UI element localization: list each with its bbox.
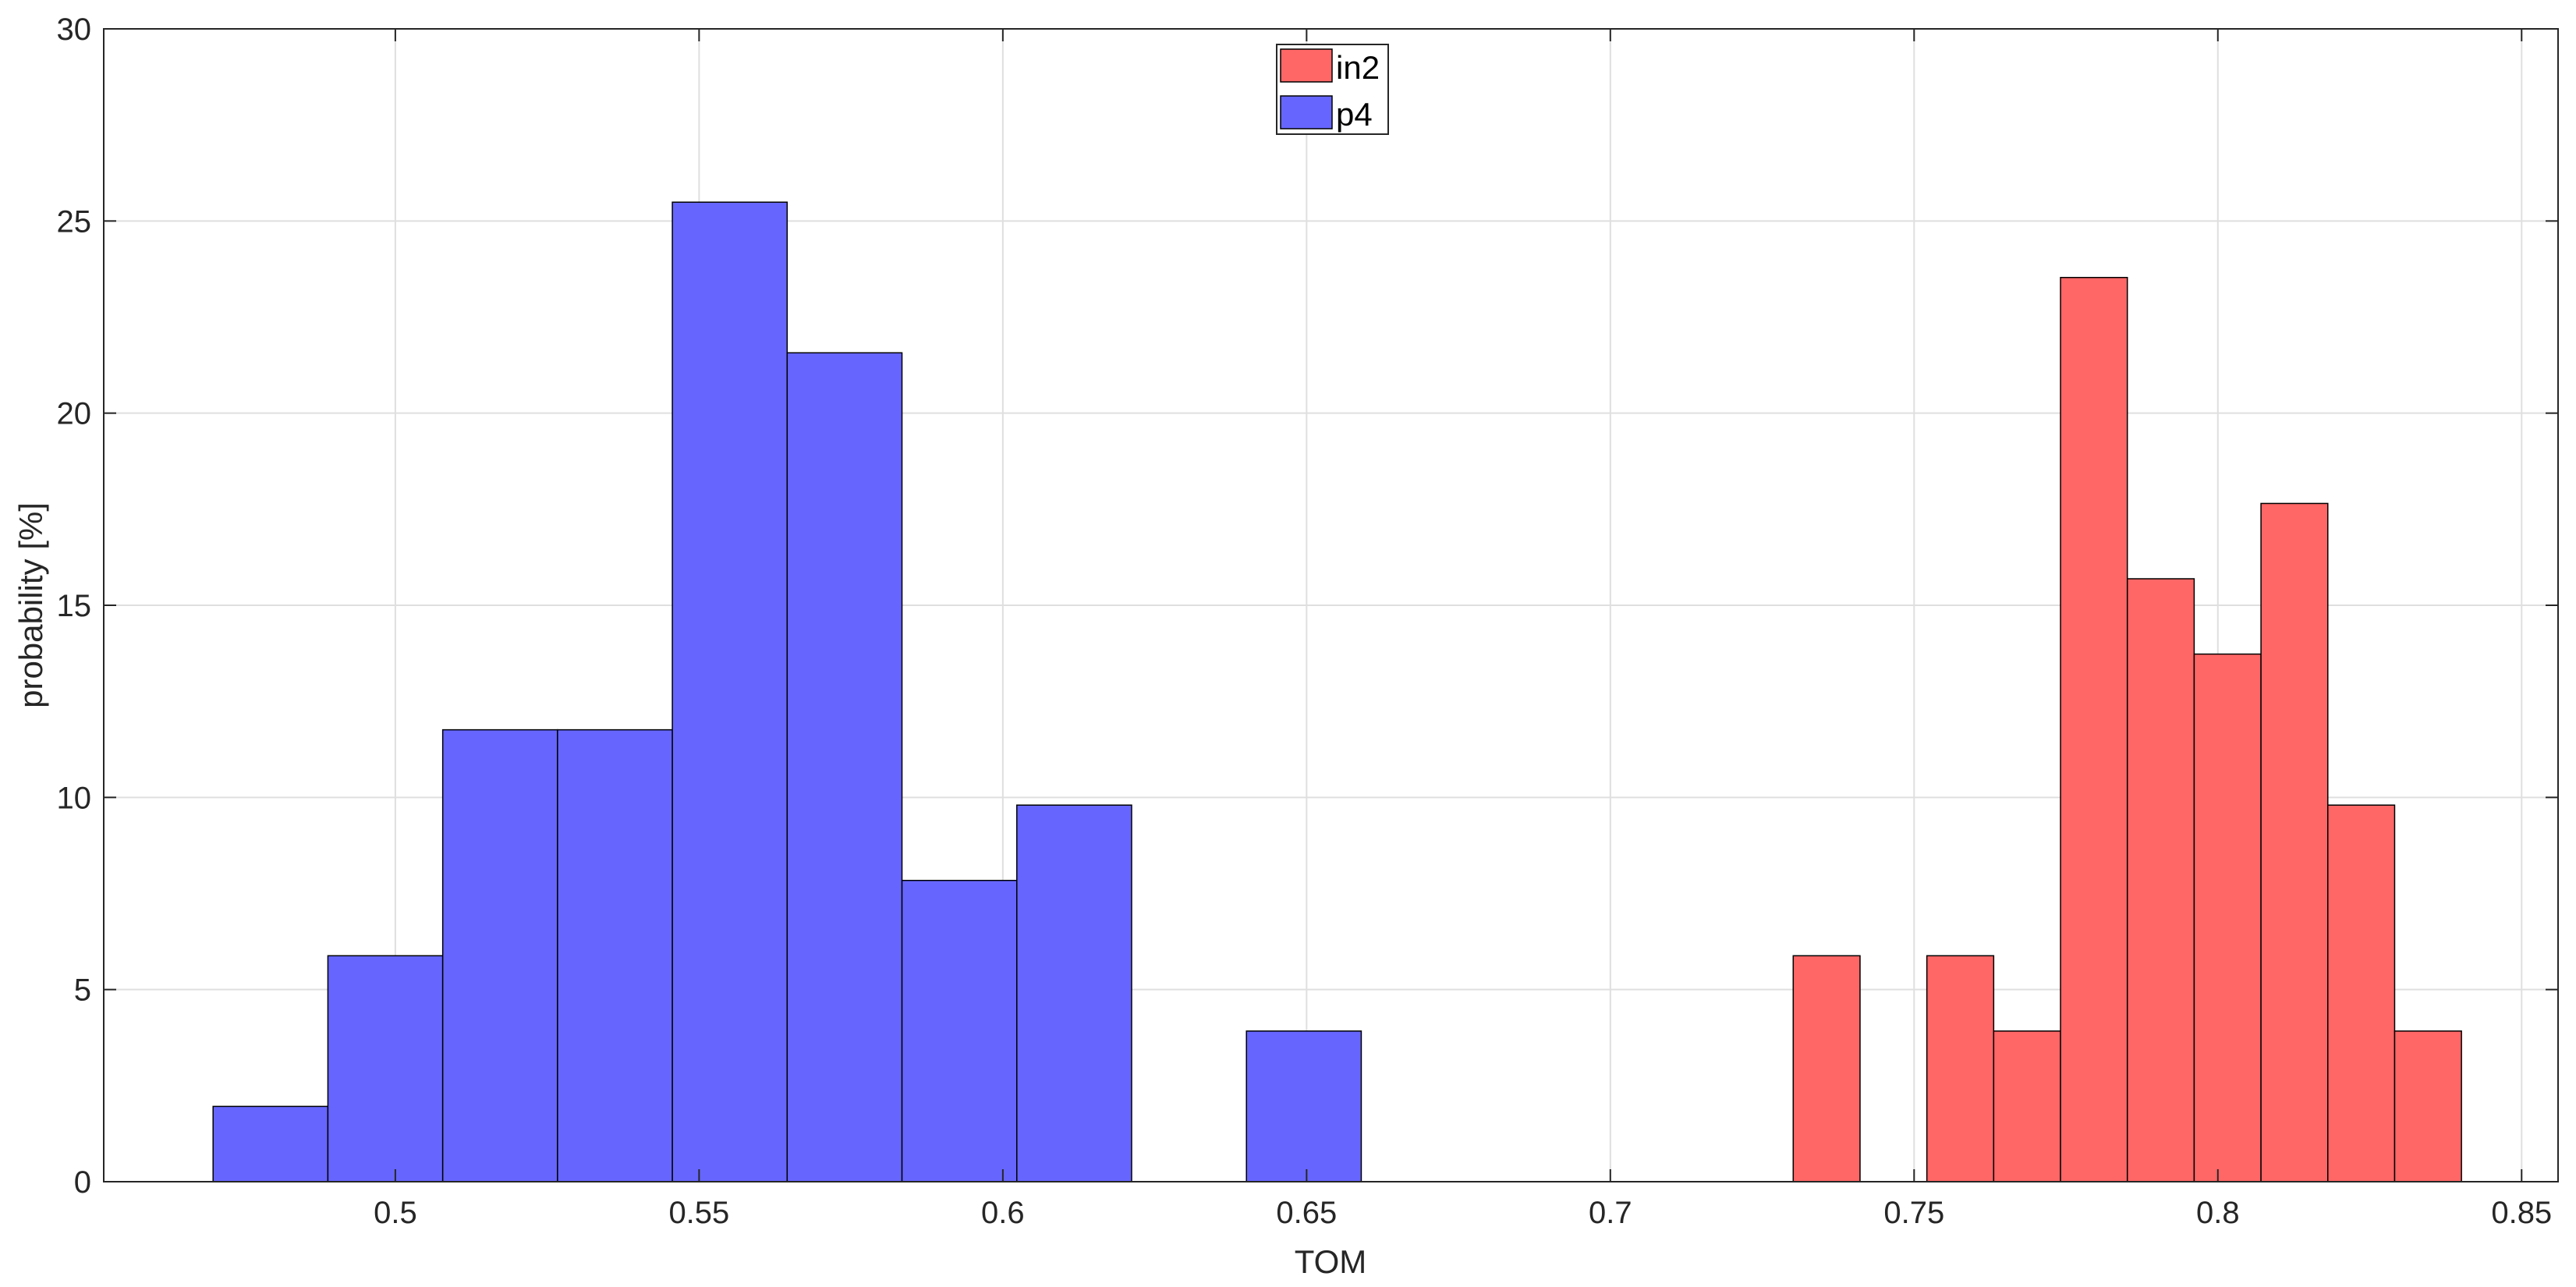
x-axis-title: TOM [1295,1243,1367,1280]
legend-swatch-in2 [1280,48,1333,83]
bar-in2 [2260,502,2329,1182]
bar-p4 [327,955,444,1182]
y-tick-label: 0 [74,1165,91,1200]
y-tick-label: 30 [57,12,92,47]
bar-p4 [901,879,1018,1182]
bar-p4 [557,729,673,1182]
bar-in2 [2060,277,2128,1182]
x-tick-label: 0.7 [1589,1196,1632,1230]
y-tick-label: 25 [57,204,92,239]
x-tick-label: 0.6 [981,1196,1025,1230]
x-tick-label: 0.75 [1883,1196,1944,1230]
x-tick-labels: 0.5 0.55 0.6 0.65 0.7 0.75 0.8 0.85 [374,1196,2552,1230]
legend[interactable]: in2 p4 [1276,44,1389,135]
x-tick-label: 0.65 [1276,1196,1337,1230]
x-tick-label: 0.5 [374,1196,417,1230]
legend-label-p4: p4 [1336,96,1373,133]
y-tick-label: 20 [57,397,92,431]
y-tick-label: 10 [57,781,92,815]
legend-label-in2: in2 [1336,49,1380,86]
y-axis-title: probability [%] [12,502,49,708]
y-tick-label: 15 [57,589,92,623]
bar-in2 [1926,955,1995,1182]
axis-ticks [104,28,2558,1182]
bar-in2 [1993,1030,2061,1182]
bar-p4 [671,201,788,1182]
bar-p4 [212,1105,329,1182]
bar-p4 [786,352,903,1182]
y-tick-label: 5 [74,973,91,1008]
bar-p4 [1016,804,1132,1182]
bar-in2 [2394,1030,2462,1182]
bar-p4 [441,729,558,1182]
bars [212,201,2462,1182]
x-tick-label: 0.85 [2491,1196,2552,1230]
x-tick-label: 0.8 [2196,1196,2240,1230]
bar-in2 [2327,804,2396,1182]
x-tick-label: 0.55 [668,1196,729,1230]
bar-in2 [1792,955,1861,1182]
bar-p4 [1245,1030,1362,1182]
y-tick-labels: 0 5 10 15 20 25 30 [57,12,92,1200]
bar-in2 [2126,578,2195,1182]
bar-in2 [2193,653,2262,1182]
legend-swatch-p4 [1280,95,1333,129]
